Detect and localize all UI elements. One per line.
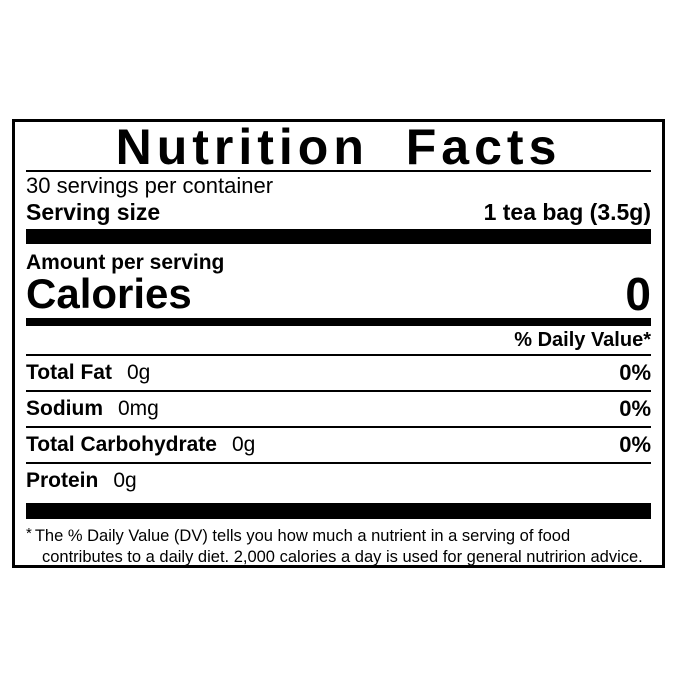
thick-bar-bottom bbox=[26, 503, 651, 519]
nutrient-row-total-fat: Total Fat 0g 0% bbox=[26, 356, 651, 390]
calories-label: Calories bbox=[26, 270, 192, 317]
nutrient-daily-value: 0% bbox=[619, 432, 651, 457]
nutrient-amount: 0g bbox=[231, 433, 256, 456]
thick-bar-top bbox=[26, 229, 651, 244]
nutrient-name-amount: Total Fat 0g bbox=[26, 361, 150, 385]
serving-size-value: 1 tea bag (3.5g) bbox=[483, 199, 651, 225]
nutrient-amount: 0g bbox=[113, 469, 137, 492]
nutrient-name-amount: Protein 0g bbox=[26, 469, 137, 493]
divider bbox=[26, 462, 651, 464]
calories-row: Calories 0 bbox=[26, 268, 651, 320]
divider bbox=[26, 426, 651, 428]
daily-value-header: % Daily Value* bbox=[514, 329, 651, 351]
nutrient-amount: 0mg bbox=[118, 397, 159, 420]
footnote-asterisk: * bbox=[26, 525, 32, 542]
divider bbox=[26, 390, 651, 392]
nutrient-amount: 0g bbox=[126, 361, 151, 384]
nutrient-daily-value: 0% bbox=[619, 396, 651, 421]
label-title: Nutrition Facts bbox=[115, 119, 562, 175]
footnote-text: The % Daily Value (DV) tells you how muc… bbox=[34, 527, 643, 566]
nutrient-row-protein: Protein 0g bbox=[26, 464, 651, 498]
nutrient-row-sodium: Sodium 0mg 0% bbox=[26, 392, 651, 426]
serving-size-label: Serving size bbox=[26, 199, 161, 225]
servings-per-container: 30 servings per container bbox=[26, 173, 274, 198]
serving-size-row: Serving size 1 tea bag (3.5g) bbox=[26, 199, 651, 226]
nutrient-name: Total Carbohydrate bbox=[26, 433, 217, 456]
nutrition-facts-label: Nutrition Facts 30 servings per containe… bbox=[12, 119, 665, 568]
amount-per-serving-label: Amount per serving bbox=[26, 251, 225, 274]
nutrient-daily-value: 0% bbox=[619, 360, 651, 385]
divider-above-nutrients bbox=[26, 354, 651, 356]
nutrient-name-amount: Total Carbohydrate 0g bbox=[26, 433, 255, 457]
nutrient-name: Protein bbox=[26, 469, 99, 492]
daily-value-footnote: * The % Daily Value (DV) tells you how mu… bbox=[26, 525, 651, 568]
nutrient-name-amount: Sodium 0mg bbox=[26, 397, 159, 421]
medium-bar-under-calories bbox=[26, 318, 651, 326]
divider-under-title bbox=[26, 170, 651, 172]
nutrient-row-total-carbohydrate: Total Carbohydrate 0g 0% bbox=[26, 428, 651, 462]
nutrient-name: Sodium bbox=[26, 397, 103, 420]
nutrient-name: Total Fat bbox=[26, 361, 112, 384]
calories-value: 0 bbox=[625, 268, 651, 320]
